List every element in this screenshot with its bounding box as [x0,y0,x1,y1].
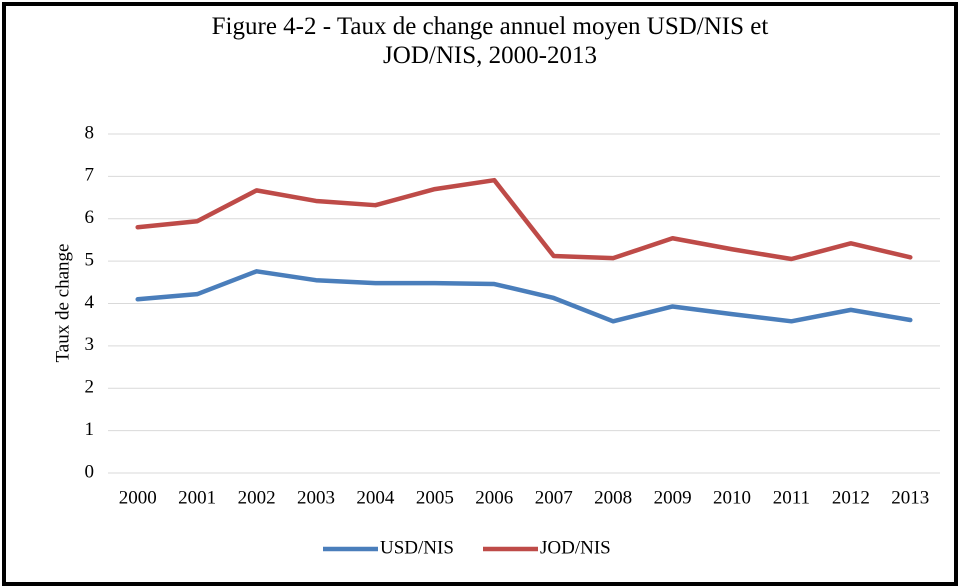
y-tick-label: 4 [85,292,95,313]
x-tick-label: 2008 [594,487,632,508]
x-tick-label: 2011 [773,487,810,508]
y-tick-label: 1 [85,419,95,440]
y-tick-label: 6 [85,207,95,228]
x-tick-label: 2006 [475,487,513,508]
y-axis-label: Taux de change [52,244,73,363]
y-tick-label: 0 [85,461,95,482]
line-series [135,269,913,324]
x-tick-label: 2005 [416,487,454,508]
x-tick-label: 2009 [654,487,692,508]
x-tick-label: 2000 [119,487,157,508]
x-tick-label: 2001 [178,487,216,508]
y-tick-label: 7 [85,165,95,186]
x-tick-label: 2007 [535,487,573,508]
x-tick-label: 2002 [238,487,276,508]
y-tick-label: 3 [85,334,95,355]
chart-title: Figure 4-2 - Taux de change annuel moyen… [211,13,769,69]
legend-label: USD/NIS [380,537,454,558]
x-tick-label: 2013 [891,487,929,508]
y-tick-label: 2 [85,377,95,398]
y-tick-label: 8 [85,122,95,143]
x-tick-label: 2010 [713,487,751,508]
line-series [135,177,913,262]
legend-label: JOD/NIS [540,537,611,558]
x-tick-label: 2004 [356,487,395,508]
x-tick-label: 2012 [832,487,870,508]
x-tick-label: 2003 [297,487,335,508]
y-tick-label: 5 [85,249,95,270]
